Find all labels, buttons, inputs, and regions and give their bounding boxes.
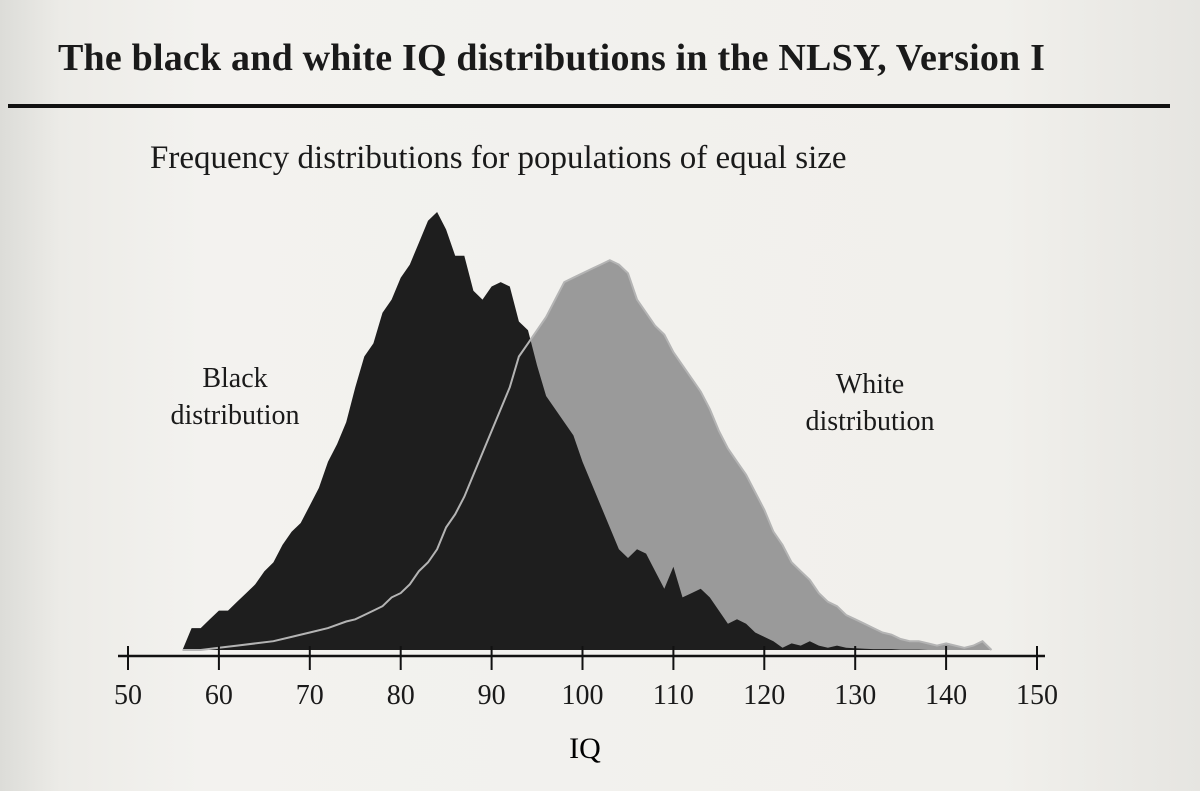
x-tick-label-100: 100 (562, 680, 604, 711)
white-label-line-2: distribution (805, 406, 935, 437)
x-tick-label-130: 130 (834, 680, 876, 711)
x-axis-label: IQ (569, 732, 601, 765)
x-tick-label-110: 110 (653, 680, 694, 711)
white-distribution-label: White distribution (780, 366, 960, 440)
x-tick-label-60: 60 (205, 680, 233, 711)
white-distribution-area (182, 260, 992, 650)
white-label-line-1: White (835, 369, 905, 400)
x-tick-label-80: 80 (387, 680, 415, 711)
x-tick-label-140: 140 (925, 680, 967, 711)
distribution-areas (182, 212, 993, 651)
x-tick-label-90: 90 (478, 680, 506, 711)
x-tick-label-150: 150 (1016, 680, 1058, 711)
white-distribution-line (182, 259, 993, 651)
black-label-line-2: distribution (170, 400, 300, 431)
x-tick-label-50: 50 (114, 680, 142, 711)
chart-title: The black and white IQ distributions in … (58, 37, 1046, 79)
x-tick-label-70: 70 (296, 680, 324, 711)
x-axis: 50 60 70 80 90 100 110 120 130 140 150 (114, 646, 1058, 711)
x-tick-label-120: 120 (743, 680, 785, 711)
black-distribution-area (182, 212, 928, 650)
black-distribution-label: Black distribution (150, 360, 320, 434)
chart-subtitle: Frequency distributions for populations … (150, 140, 847, 176)
black-label-line-1: Black (202, 363, 268, 394)
